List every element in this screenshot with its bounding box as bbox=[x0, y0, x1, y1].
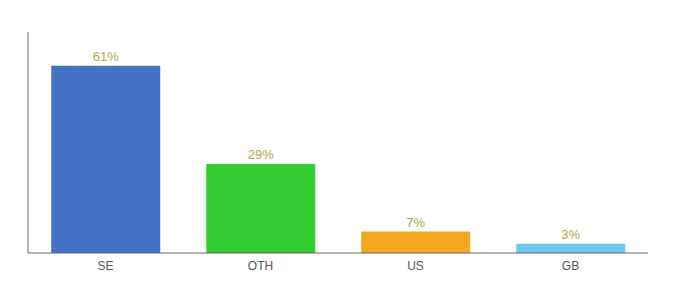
svg-text:OTH: OTH bbox=[248, 259, 273, 273]
svg-text:7%: 7% bbox=[406, 215, 425, 230]
svg-text:3%: 3% bbox=[561, 227, 580, 242]
svg-text:SE: SE bbox=[97, 259, 113, 273]
svg-text:US: US bbox=[407, 259, 424, 273]
svg-text:61%: 61% bbox=[93, 49, 119, 64]
svg-text:GB: GB bbox=[562, 259, 579, 273]
svg-text:29%: 29% bbox=[248, 147, 274, 162]
